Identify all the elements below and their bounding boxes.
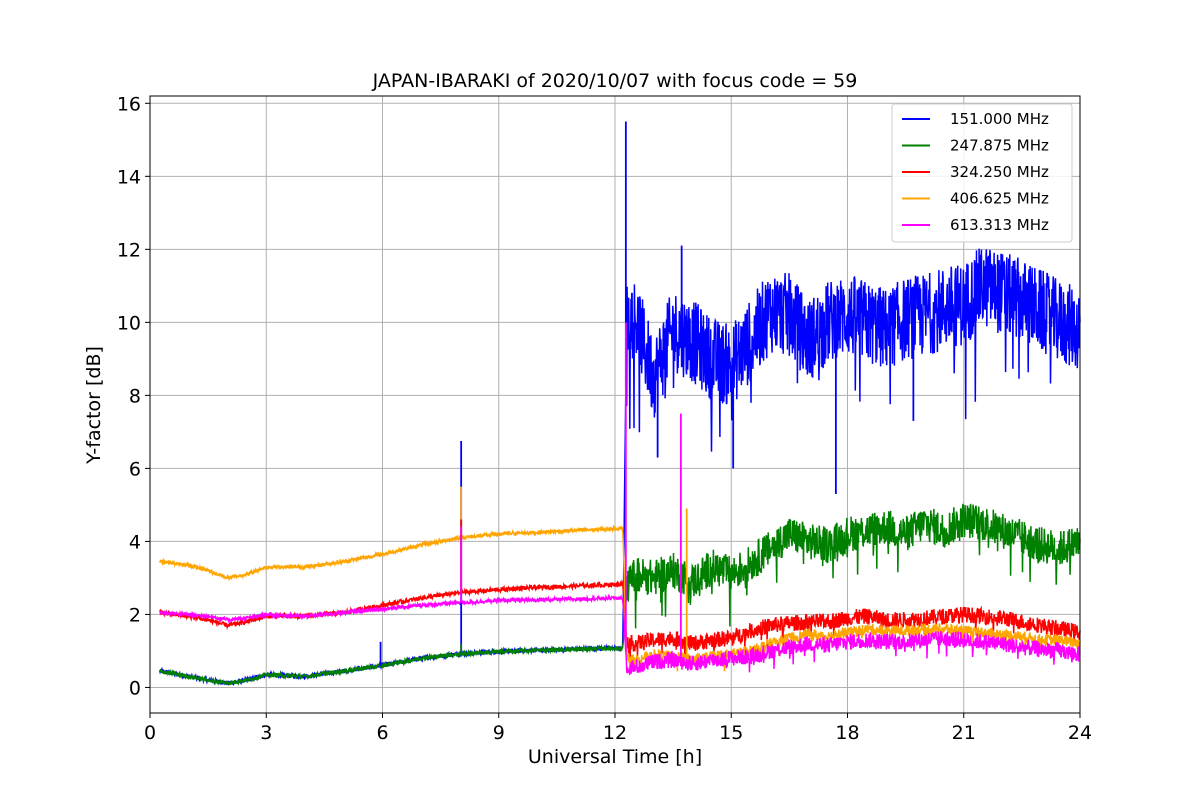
series-line	[159, 503, 1081, 687]
y-axis-label: Y-factor [dB]	[83, 346, 105, 465]
legend-box	[891, 103, 1073, 243]
y-tick-label: 10	[117, 312, 141, 334]
y-tick-label: 16	[117, 93, 141, 115]
plot-area	[158, 121, 1081, 687]
y-tick-label: 12	[117, 239, 141, 261]
x-tick-label: 0	[144, 722, 156, 744]
series-line	[159, 593, 1081, 676]
x-tick-label: 3	[260, 722, 272, 744]
y-tick-label: 6	[129, 458, 141, 480]
y-tick-label: 0	[129, 677, 141, 699]
x-tick-label: 12	[603, 722, 627, 744]
chart-title: JAPAN-IBARAKI of 2020/10/07 with focus c…	[372, 70, 858, 92]
y-tick-label: 14	[117, 166, 141, 188]
legend-label: 324.250 MHz	[950, 163, 1049, 181]
y-tick-label: 4	[129, 531, 141, 553]
x-axis-label: Universal Time [h]	[528, 746, 702, 768]
legend-label: 247.875 MHz	[950, 137, 1049, 155]
legend-label: 613.313 MHz	[950, 216, 1049, 234]
legend: 151.000 MHz 247.875 MHz 324.250 MHz 406.625…	[891, 103, 1073, 243]
x-tick-label: 21	[952, 722, 976, 744]
x-tick-label: 24	[1068, 722, 1092, 744]
y-tick-label: 8	[129, 385, 141, 407]
x-tick-label: 9	[493, 722, 505, 744]
legend-label: 151.000 MHz	[950, 110, 1049, 128]
legend-label: 406.625 MHz	[950, 190, 1049, 208]
x-tick-label: 18	[835, 722, 859, 744]
x-tick-label: 15	[719, 722, 743, 744]
x-tick-label: 6	[376, 722, 388, 744]
y-tick-label: 2	[129, 604, 141, 626]
